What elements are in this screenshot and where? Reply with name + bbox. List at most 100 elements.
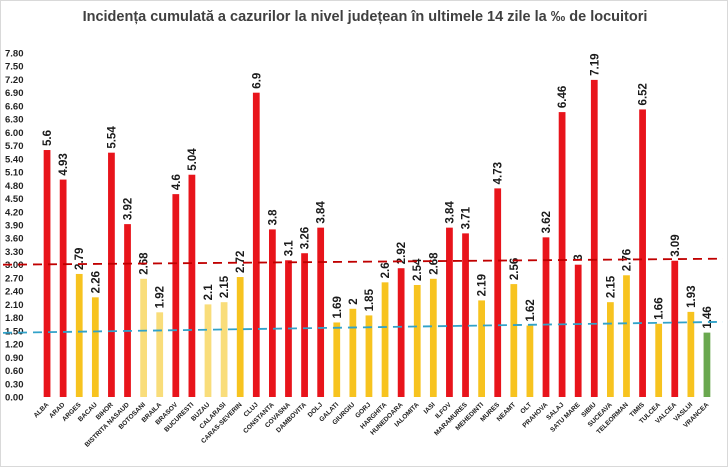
bar bbox=[75, 273, 83, 397]
x-tick-label: ALBA bbox=[33, 401, 51, 419]
data-label: 4.6 bbox=[171, 174, 183, 190]
bar bbox=[156, 312, 164, 397]
bar bbox=[91, 297, 99, 397]
y-tick-label: 0.00 bbox=[5, 393, 24, 404]
data-label: 5.6 bbox=[42, 130, 54, 146]
y-tick-label: 0.30 bbox=[5, 379, 24, 390]
bar bbox=[124, 224, 131, 397]
y-tick-label: 6.00 bbox=[5, 128, 24, 139]
data-label: 2.68 bbox=[428, 252, 440, 275]
y-tick-label: 2.10 bbox=[5, 300, 24, 311]
bar bbox=[526, 325, 534, 397]
bar bbox=[655, 323, 663, 397]
data-label: 1.93 bbox=[686, 285, 698, 307]
data-label: 2.1 bbox=[203, 284, 215, 301]
bar bbox=[43, 150, 51, 397]
bar bbox=[397, 268, 405, 397]
data-label: 6.9 bbox=[251, 73, 263, 89]
data-label: 1.69 bbox=[332, 296, 344, 318]
y-tick-label: 7.50 bbox=[5, 62, 24, 73]
x-tick-label: OLT bbox=[519, 401, 533, 415]
y-tick-label: 2.40 bbox=[5, 287, 24, 298]
y-tick-label: 0.90 bbox=[5, 353, 24, 364]
bar bbox=[108, 152, 115, 397]
bar bbox=[269, 229, 276, 397]
data-label: 1.92 bbox=[155, 286, 167, 308]
bar bbox=[381, 282, 389, 397]
bar bbox=[687, 311, 695, 397]
data-label: 1.62 bbox=[525, 299, 537, 321]
y-tick-label: 3.90 bbox=[5, 221, 24, 232]
data-label: 6.52 bbox=[638, 83, 650, 105]
bar bbox=[204, 304, 212, 397]
bar bbox=[188, 174, 196, 397]
data-label: 3.8 bbox=[267, 209, 279, 226]
bar bbox=[317, 227, 325, 397]
data-label: 2.76 bbox=[621, 249, 633, 271]
y-tick-label: 3.00 bbox=[5, 260, 24, 271]
threshold-line-blue bbox=[2, 320, 724, 334]
data-label: 6.46 bbox=[557, 86, 569, 108]
y-tick-label: 7.80 bbox=[5, 49, 24, 60]
bar bbox=[542, 237, 550, 397]
y-tick-label: 1.50 bbox=[5, 326, 24, 337]
data-label: 2.26 bbox=[90, 271, 102, 293]
bar bbox=[639, 109, 646, 397]
data-label: 3 bbox=[573, 254, 585, 260]
data-label: 2.6 bbox=[380, 262, 392, 278]
bar bbox=[494, 188, 502, 397]
data-label: 2.19 bbox=[477, 274, 489, 296]
data-label: 4.73 bbox=[493, 162, 505, 184]
data-label: 5.54 bbox=[106, 126, 118, 149]
bar bbox=[59, 179, 67, 397]
bar bbox=[172, 194, 180, 397]
y-tick-label: 1.80 bbox=[5, 313, 24, 324]
bar bbox=[623, 275, 630, 397]
bar bbox=[510, 284, 518, 397]
bar bbox=[301, 253, 308, 397]
y-tick-label: 2.70 bbox=[5, 273, 24, 284]
y-tick-label: 5.40 bbox=[5, 154, 24, 165]
bar bbox=[478, 300, 485, 397]
bar bbox=[413, 284, 421, 397]
bar bbox=[703, 332, 711, 397]
y-tick-label: 0.60 bbox=[5, 366, 24, 377]
data-label: 3.92 bbox=[123, 198, 135, 220]
y-tick-label: 3.30 bbox=[5, 247, 24, 258]
data-label: 3.71 bbox=[461, 206, 473, 229]
y-tick-label: 4.80 bbox=[5, 181, 24, 192]
y-tick-label: 1.20 bbox=[5, 340, 24, 351]
y-tick-label: 7.20 bbox=[5, 75, 24, 86]
bar bbox=[333, 322, 341, 397]
threshold-line-red bbox=[2, 257, 724, 266]
y-tick-label: 5.70 bbox=[5, 141, 24, 152]
y-tick-label: 4.50 bbox=[5, 194, 24, 205]
y-tick-label: 5.10 bbox=[5, 168, 24, 179]
data-label: 3.62 bbox=[541, 211, 553, 233]
data-label: 3.1 bbox=[283, 240, 295, 257]
bar bbox=[220, 302, 228, 397]
data-label: 2.15 bbox=[605, 275, 617, 298]
data-label: 2 bbox=[348, 298, 360, 304]
y-tick-label: 6.90 bbox=[5, 88, 24, 99]
chart-title: Incidența cumulată a cazurilor la nivel … bbox=[82, 9, 648, 25]
data-label: 2.15 bbox=[219, 275, 231, 298]
data-label: 3.09 bbox=[670, 234, 682, 256]
bar bbox=[558, 112, 566, 397]
bar bbox=[349, 308, 357, 397]
bar bbox=[590, 79, 598, 398]
bar bbox=[429, 278, 437, 397]
data-label: 7.19 bbox=[589, 54, 601, 76]
y-tick-label: 6.60 bbox=[5, 101, 24, 112]
bar bbox=[574, 264, 582, 397]
bar bbox=[671, 260, 679, 397]
bar bbox=[446, 227, 453, 397]
data-label: 3.26 bbox=[300, 227, 312, 249]
data-label: 2.54 bbox=[412, 258, 424, 281]
data-label: 3.84 bbox=[444, 201, 456, 224]
data-label: 2.92 bbox=[396, 242, 408, 264]
bar bbox=[462, 233, 469, 397]
y-tick-label: 4.20 bbox=[5, 207, 24, 218]
